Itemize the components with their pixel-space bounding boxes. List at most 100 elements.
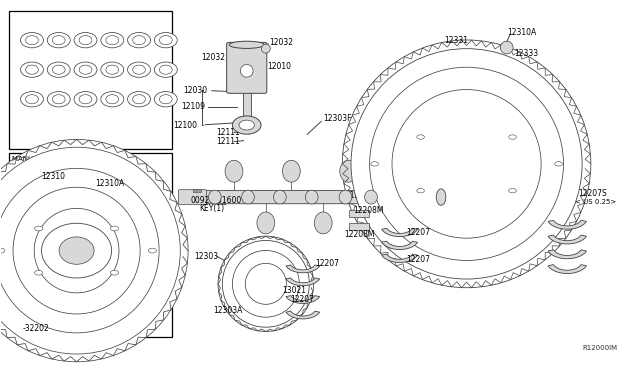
Ellipse shape bbox=[0, 140, 188, 362]
Ellipse shape bbox=[241, 64, 253, 77]
Ellipse shape bbox=[159, 94, 172, 104]
Text: 12207: 12207 bbox=[406, 255, 430, 264]
Ellipse shape bbox=[20, 62, 44, 77]
Ellipse shape bbox=[417, 135, 424, 139]
Ellipse shape bbox=[404, 102, 529, 226]
Text: 12331: 12331 bbox=[444, 36, 468, 45]
Polygon shape bbox=[381, 254, 418, 262]
Ellipse shape bbox=[273, 190, 286, 204]
Ellipse shape bbox=[20, 32, 44, 48]
Ellipse shape bbox=[127, 62, 150, 77]
Ellipse shape bbox=[26, 36, 38, 45]
Ellipse shape bbox=[340, 160, 358, 182]
Ellipse shape bbox=[106, 65, 118, 74]
Ellipse shape bbox=[35, 270, 43, 275]
Ellipse shape bbox=[365, 190, 378, 204]
Text: 12207: 12207 bbox=[315, 259, 339, 268]
Bar bbox=[349, 210, 369, 217]
Text: 12333: 12333 bbox=[514, 49, 538, 58]
Text: 12111: 12111 bbox=[216, 137, 240, 146]
Ellipse shape bbox=[34, 208, 119, 293]
Ellipse shape bbox=[47, 92, 70, 107]
Ellipse shape bbox=[370, 67, 563, 260]
Ellipse shape bbox=[444, 142, 489, 186]
Ellipse shape bbox=[314, 212, 332, 234]
Ellipse shape bbox=[74, 32, 97, 48]
Polygon shape bbox=[286, 278, 319, 286]
Polygon shape bbox=[381, 228, 418, 237]
Text: 12310A: 12310A bbox=[96, 179, 125, 188]
Ellipse shape bbox=[228, 246, 304, 322]
Ellipse shape bbox=[222, 240, 309, 327]
Ellipse shape bbox=[52, 94, 65, 104]
Bar bbox=[243, 81, 250, 121]
Polygon shape bbox=[286, 296, 319, 304]
Ellipse shape bbox=[127, 92, 150, 107]
Ellipse shape bbox=[239, 120, 254, 130]
Ellipse shape bbox=[229, 41, 264, 48]
Text: 12207: 12207 bbox=[406, 228, 430, 237]
Ellipse shape bbox=[47, 32, 70, 48]
Ellipse shape bbox=[500, 41, 513, 54]
Ellipse shape bbox=[305, 190, 318, 204]
Ellipse shape bbox=[0, 147, 180, 354]
Polygon shape bbox=[381, 241, 418, 250]
Ellipse shape bbox=[110, 226, 118, 231]
Text: 12303F: 12303F bbox=[323, 114, 352, 123]
Ellipse shape bbox=[26, 199, 128, 302]
FancyBboxPatch shape bbox=[179, 190, 207, 205]
FancyBboxPatch shape bbox=[227, 42, 267, 93]
Text: 12109: 12109 bbox=[181, 102, 205, 111]
Ellipse shape bbox=[382, 80, 551, 248]
Ellipse shape bbox=[154, 62, 177, 77]
Text: 12111: 12111 bbox=[216, 128, 240, 137]
Ellipse shape bbox=[371, 162, 378, 166]
Ellipse shape bbox=[20, 92, 44, 107]
Text: 12303: 12303 bbox=[195, 251, 219, 261]
Polygon shape bbox=[286, 311, 319, 319]
Ellipse shape bbox=[0, 248, 5, 253]
Ellipse shape bbox=[154, 32, 177, 48]
Polygon shape bbox=[548, 250, 586, 259]
Ellipse shape bbox=[555, 162, 563, 166]
Bar bbox=[9, 11, 172, 149]
Ellipse shape bbox=[342, 40, 591, 288]
Ellipse shape bbox=[52, 65, 65, 74]
Ellipse shape bbox=[26, 94, 38, 104]
Ellipse shape bbox=[132, 36, 145, 45]
Ellipse shape bbox=[257, 212, 275, 234]
Ellipse shape bbox=[234, 295, 244, 305]
Ellipse shape bbox=[218, 236, 314, 331]
Text: R12000IM: R12000IM bbox=[582, 346, 618, 352]
Text: KEY(1): KEY(1) bbox=[199, 203, 224, 213]
Ellipse shape bbox=[209, 190, 221, 204]
Ellipse shape bbox=[79, 36, 92, 45]
Text: 13021: 13021 bbox=[282, 286, 306, 295]
Ellipse shape bbox=[0, 160, 168, 342]
Text: -12200A: -12200A bbox=[348, 192, 380, 201]
Ellipse shape bbox=[232, 116, 261, 134]
Ellipse shape bbox=[252, 270, 279, 297]
Text: 12033: 12033 bbox=[76, 153, 99, 162]
Bar bbox=[349, 223, 369, 230]
Ellipse shape bbox=[339, 190, 352, 204]
Ellipse shape bbox=[8, 316, 20, 329]
Ellipse shape bbox=[13, 187, 140, 314]
Polygon shape bbox=[548, 264, 586, 273]
Ellipse shape bbox=[159, 65, 172, 74]
Bar bbox=[9, 153, 172, 337]
Ellipse shape bbox=[392, 90, 541, 238]
Ellipse shape bbox=[52, 36, 65, 45]
Ellipse shape bbox=[42, 223, 111, 278]
Ellipse shape bbox=[261, 44, 270, 53]
Ellipse shape bbox=[74, 92, 97, 107]
Text: 12207: 12207 bbox=[290, 295, 314, 304]
Text: 12208M: 12208M bbox=[344, 230, 374, 239]
Ellipse shape bbox=[154, 92, 177, 107]
Ellipse shape bbox=[106, 94, 118, 104]
Text: 12030: 12030 bbox=[183, 86, 207, 94]
Ellipse shape bbox=[47, 62, 70, 77]
Text: 12207S: 12207S bbox=[578, 189, 607, 198]
Ellipse shape bbox=[74, 62, 97, 77]
Text: 12303A: 12303A bbox=[214, 306, 243, 315]
